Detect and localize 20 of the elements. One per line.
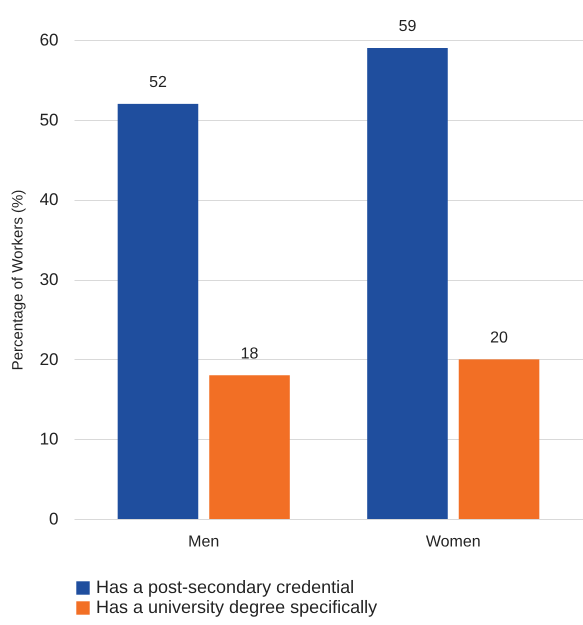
bar [367,48,448,519]
y-tick-label: 10 [40,430,58,449]
data-label: 59 [398,18,416,35]
y-tick-label: 0 [49,510,58,528]
y-tick-label: 20 [40,350,58,369]
y-tick-label: 60 [40,30,58,50]
bar [209,375,290,519]
data-label: 18 [240,345,259,362]
bar [458,359,540,519]
legend-label: Has a post-secondary credential [96,577,354,597]
y-tick-label: 50 [40,110,58,130]
y-tick-label: 30 [40,270,58,289]
x-tick-label: Women [426,534,481,550]
data-label: 20 [490,329,508,346]
bar [118,104,198,519]
y-axis-title: Percentage of Workers (%) [10,190,27,370]
y-tick-label: 40 [40,190,58,210]
x-tick-label: Men [188,534,220,550]
data-label: 52 [149,74,167,91]
legend-label: Has a university degree specifically [96,597,378,617]
